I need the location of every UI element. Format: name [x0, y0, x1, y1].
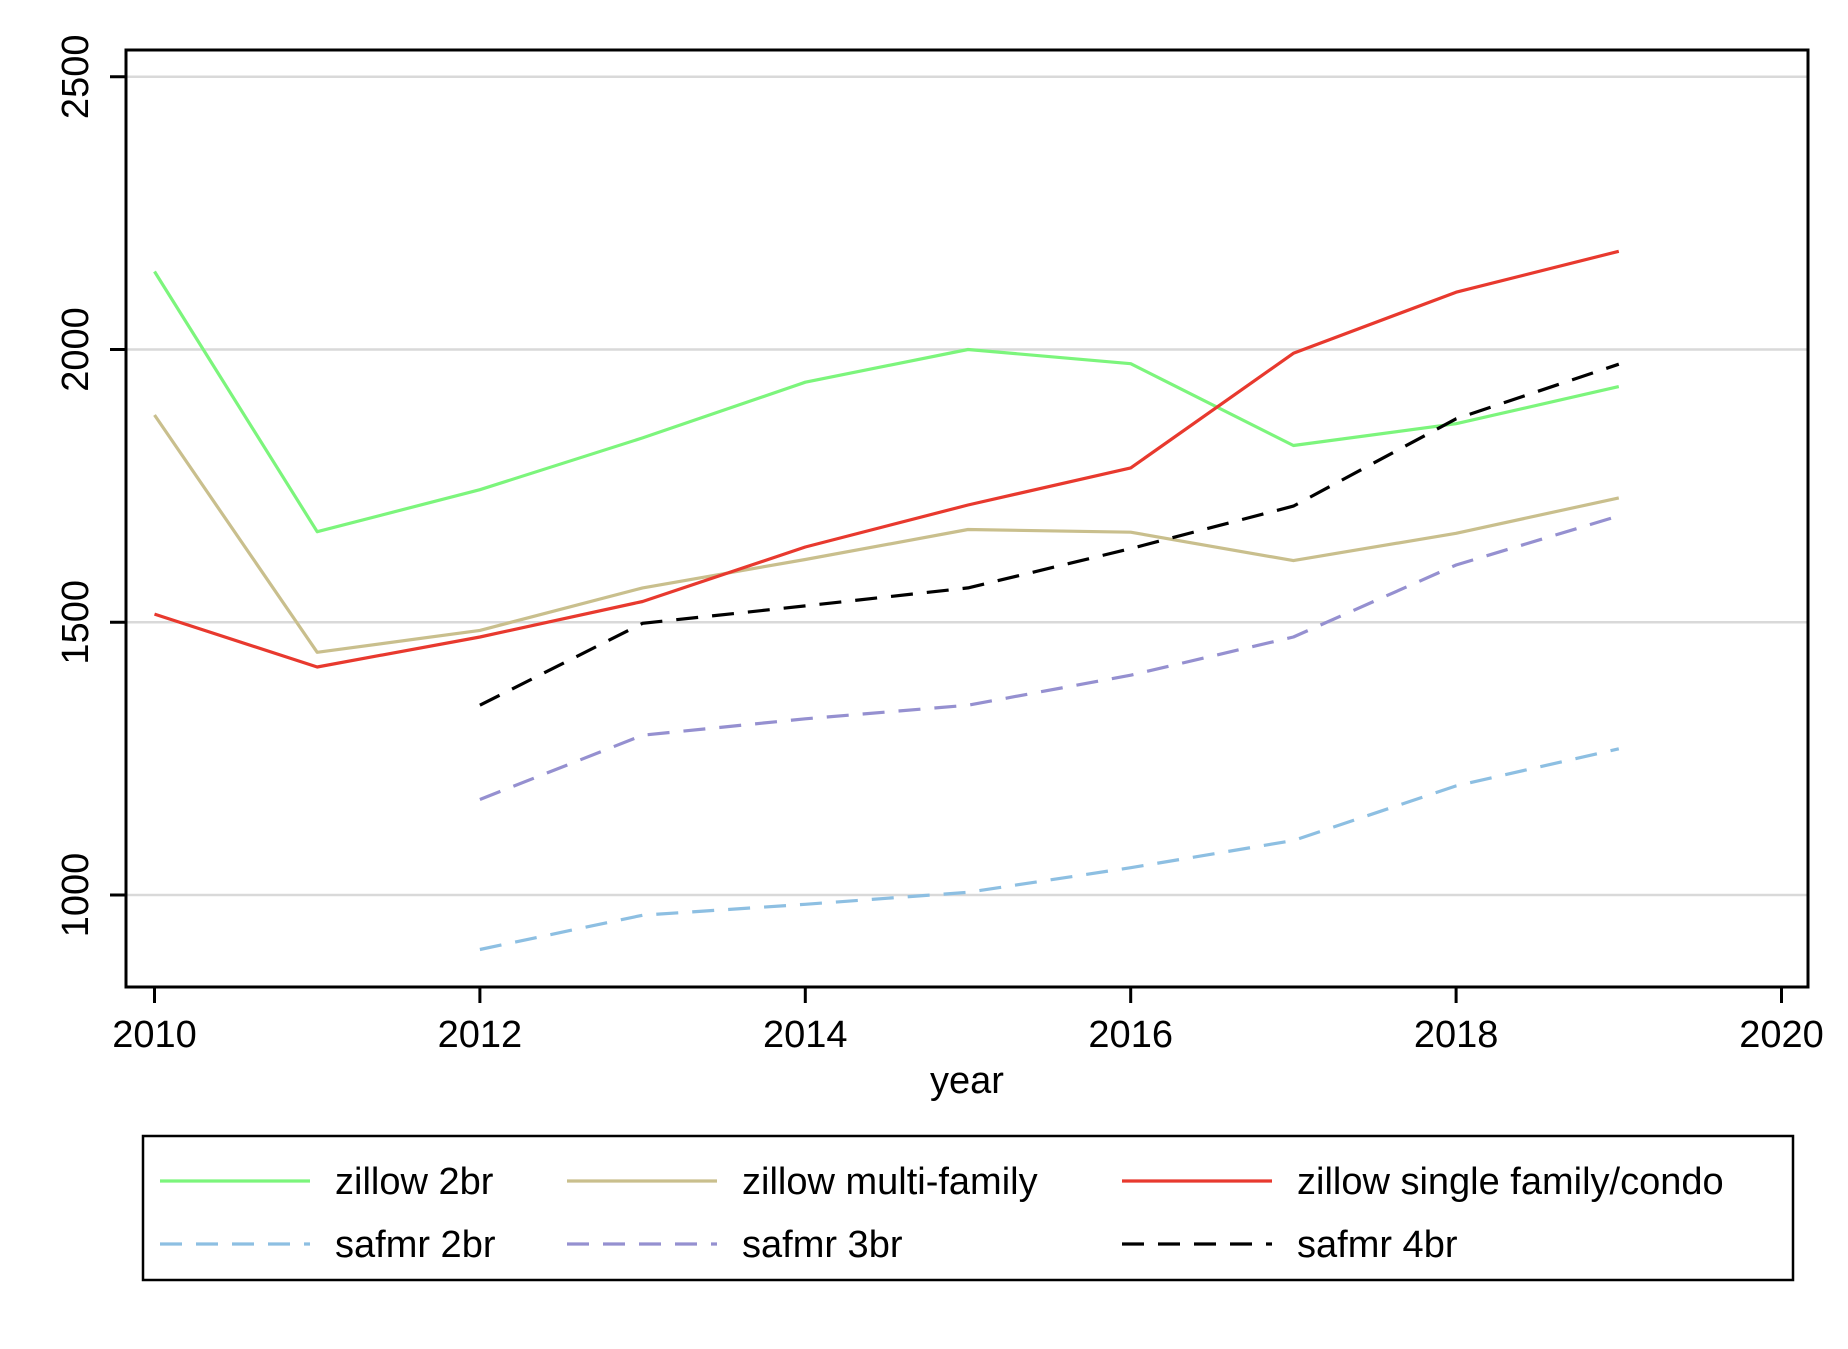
legend-item-zillow-multi-family: zillow multi-family	[567, 1161, 1038, 1203]
x-axis-ticks: 2010 2012 2014 2016 2018 2020	[112, 987, 1824, 1056]
series-line-zillow-2br	[153, 270, 1620, 534]
legend-label: safmr 4br	[1297, 1224, 1458, 1266]
legend-label: zillow multi-family	[742, 1161, 1038, 1203]
y-tick-label-2500: 2500	[55, 35, 97, 120]
legend-label: safmr 2br	[335, 1224, 496, 1266]
x-tick-label-2014: 2014	[763, 1014, 848, 1056]
legend-item-safmr-4br: safmr 4br	[1122, 1224, 1458, 1266]
series-lines	[153, 249, 1620, 952]
y-tick-label-1000: 1000	[55, 853, 97, 938]
y-axis-ticks: 1000 1500 2000 2500	[55, 35, 126, 938]
legend-item-safmr-3br: safmr 3br	[567, 1224, 903, 1266]
legend: zillow 2br zillow multi-family zillow sing…	[141, 1134, 1795, 1282]
x-tick-label-2020: 2020	[1739, 1014, 1824, 1056]
plot-area-frame	[124, 48, 1810, 989]
legend-item-zillow-single-family-condo: zillow single family/condo	[1122, 1161, 1724, 1203]
x-tick-label-2012: 2012	[438, 1014, 523, 1056]
legend-label: safmr 3br	[742, 1224, 903, 1266]
gridlines	[126, 75, 1808, 897]
series-line-safmr-4br	[479, 362, 1620, 707]
x-axis-label: year	[930, 1060, 1004, 1102]
x-tick-label-2018: 2018	[1414, 1014, 1499, 1056]
y-tick-label-2000: 2000	[55, 307, 97, 392]
series-line-safmr-3br	[479, 514, 1620, 801]
x-tick-label-2016: 2016	[1088, 1014, 1173, 1056]
x-tick-label-2010: 2010	[112, 1014, 197, 1056]
legend-label: zillow 2br	[335, 1161, 494, 1203]
legend-label: zillow single family/condo	[1297, 1161, 1724, 1203]
legend-item-safmr-2br: safmr 2br	[160, 1224, 496, 1266]
series-line-zillow-multi-family	[153, 414, 1620, 654]
legend-items: zillow 2br zillow multi-family zillow sing…	[160, 1161, 1724, 1266]
legend-frame	[141, 1134, 1795, 1282]
y-tick-label-1500: 1500	[55, 580, 97, 665]
series-line-safmr-2br	[479, 747, 1620, 952]
legend-item-zillow-2br: zillow 2br	[160, 1161, 494, 1203]
series-line-zillow-single-family-condo	[154, 249, 1620, 669]
